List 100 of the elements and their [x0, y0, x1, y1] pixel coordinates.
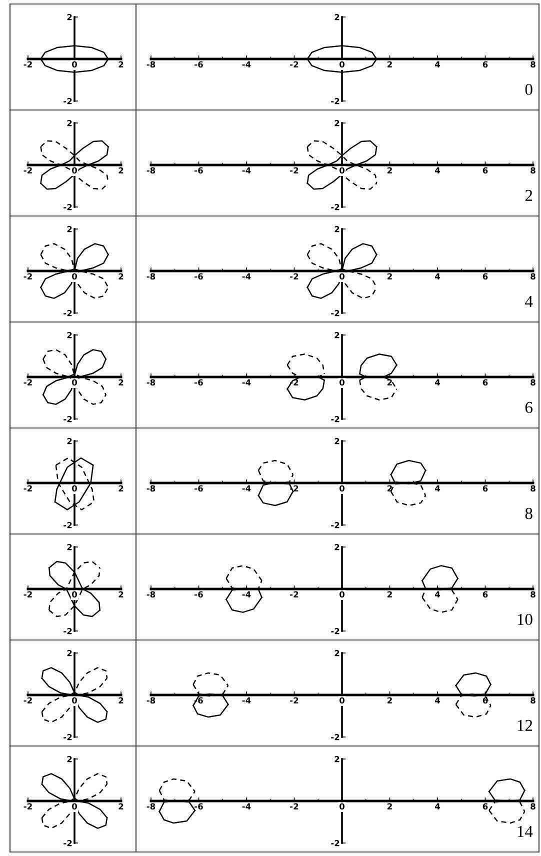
y-tick-label: 2 [334, 756, 340, 762]
x-tick-label: 0 [72, 61, 77, 68]
x-tick-label: 0 [340, 485, 344, 492]
y-tick-label: 2 [334, 332, 340, 338]
x-tick-label: 6 [482, 803, 488, 810]
x-tick-label: 2 [118, 697, 124, 704]
x-tick-label: -2 [290, 697, 298, 704]
x-tick-label: -8 [146, 591, 156, 598]
x-tick-label: -6 [194, 591, 203, 598]
x-tick-label: -4 [242, 167, 251, 174]
x-tick-label: -2 [24, 273, 32, 280]
y-tick-label: -2 [331, 734, 340, 740]
x-tick-label: 4 [434, 379, 440, 386]
x-tick-label: 6 [482, 61, 488, 68]
x-tick-label: 2 [388, 803, 392, 810]
x-tick-label: -6 [194, 273, 203, 280]
x-tick-label: 2 [118, 803, 124, 810]
y-tick-label: 2 [334, 438, 340, 444]
y-tick-label: -2 [331, 310, 340, 316]
y-tick-label: -2 [64, 310, 72, 316]
annotation: 0 [525, 84, 532, 96]
x-tick-label: 4 [434, 591, 440, 598]
x-tick-label: -6 [194, 167, 203, 174]
x-tick-label: 8 [530, 167, 536, 174]
x-tick-label: 2 [118, 61, 124, 68]
x-tick-label: -2 [290, 803, 298, 810]
x-tick-label: 2 [118, 485, 124, 492]
x-tick-label: 0 [340, 591, 344, 598]
annotation: 10 [518, 614, 532, 626]
annotation: 4 [524, 296, 533, 307]
x-tick-label: 2 [388, 167, 392, 174]
x-tick-label: -8 [146, 697, 156, 704]
x-tick-label: 2 [388, 61, 392, 68]
x-tick-label: 0 [72, 591, 77, 598]
x-tick-label: -4 [242, 591, 251, 598]
x-tick-label: -8 [146, 273, 156, 280]
x-tick-label: -6 [194, 61, 203, 68]
y-tick-label: -2 [64, 734, 72, 740]
y-tick-label: 2 [67, 650, 72, 656]
x-tick-label: 6 [482, 273, 488, 280]
y-tick-label: 2 [67, 756, 72, 762]
x-tick-label: -8 [146, 803, 156, 810]
x-tick-label: 2 [388, 697, 392, 704]
x-tick-label: 0 [72, 485, 77, 492]
y-tick-label: 2 [334, 120, 340, 126]
y-tick-label: 2 [334, 650, 340, 656]
x-tick-label: 6 [482, 591, 488, 598]
x-tick-label: -2 [290, 167, 298, 174]
x-tick-label: 8 [530, 485, 536, 492]
y-tick-label: 2 [334, 226, 340, 232]
y-tick-label: -2 [64, 204, 72, 210]
x-tick-label: -2 [290, 591, 298, 598]
x-tick-label: 8 [530, 803, 536, 810]
x-tick-label: 0 [72, 697, 77, 704]
x-tick-label: 6 [482, 379, 488, 386]
x-tick-label: 0 [72, 167, 77, 174]
x-tick-label: -4 [242, 273, 251, 280]
y-tick-label: 2 [334, 14, 340, 20]
x-tick-label: 4 [434, 167, 440, 174]
x-tick-label: 2 [388, 485, 392, 492]
x-tick-label: 2 [388, 379, 392, 386]
y-tick-label: -2 [331, 204, 340, 210]
y-tick-label: -2 [64, 522, 72, 528]
y-tick-label: 2 [67, 438, 72, 444]
x-tick-label: -4 [242, 803, 251, 810]
x-tick-label: 0 [340, 61, 344, 68]
x-tick-label: -2 [24, 697, 32, 704]
x-tick-label: 0 [340, 273, 344, 280]
x-tick-label: 0 [340, 697, 344, 704]
x-tick-label: -6 [194, 485, 203, 492]
y-tick-label: -2 [331, 840, 340, 846]
x-tick-label: 2 [388, 273, 392, 280]
x-tick-label: -8 [146, 485, 156, 492]
x-tick-label: 4 [434, 273, 440, 280]
y-tick-label: 2 [67, 332, 72, 338]
x-tick-label: -2 [24, 61, 32, 68]
y-tick-label: -2 [64, 416, 72, 422]
x-tick-label: -4 [242, 61, 251, 68]
x-tick-label: -4 [242, 485, 251, 492]
annotation: 6 [525, 402, 533, 414]
x-tick-label: 0 [340, 167, 344, 174]
y-tick-label: -2 [331, 522, 340, 528]
annotation: 12 [518, 720, 532, 731]
x-tick-label: -2 [24, 379, 32, 386]
y-tick-label: -2 [331, 98, 340, 104]
x-tick-label: 6 [482, 167, 488, 174]
x-tick-label: -2 [24, 485, 32, 492]
x-tick-label: 0 [72, 273, 77, 280]
x-tick-label: 4 [434, 803, 440, 810]
x-tick-label: -6 [194, 379, 203, 386]
x-tick-label: -8 [146, 61, 156, 68]
x-tick-label: 2 [118, 273, 124, 280]
x-tick-label: -2 [24, 167, 32, 174]
x-tick-label: 4 [434, 697, 440, 704]
x-tick-label: 4 [434, 485, 440, 492]
x-tick-label: 8 [530, 379, 536, 386]
x-tick-label: 0 [340, 379, 344, 386]
y-tick-label: 2 [67, 120, 72, 126]
x-tick-label: -2 [24, 591, 32, 598]
x-tick-label: 2 [118, 379, 124, 386]
